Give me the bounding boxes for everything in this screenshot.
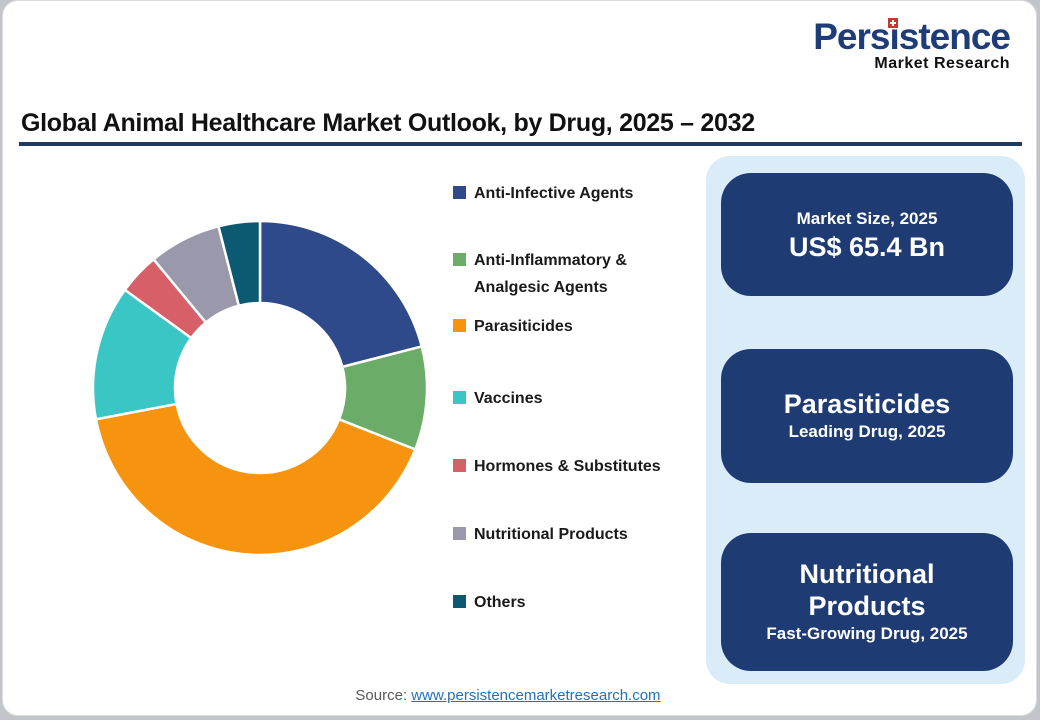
legend-item: Hormones & Substitutes [453,453,661,480]
donut-chart-svg [91,219,429,557]
brand-logo: Persistence Market Research [813,16,1011,73]
legend-label: Parasiticides [474,318,573,335]
source-line: Source: www.persistencemarketresearch.co… [3,687,1013,704]
donut-segment-0 [258,219,424,369]
title-underline [19,142,1022,146]
page-title: Global Animal Healthcare Market Outlook,… [21,109,755,137]
legend-item: Parasiticides [453,313,573,340]
leading-drug-card: Parasiticides Leading Drug, 2025 [721,349,1013,483]
donut-segment-6 [216,219,262,308]
highlights-panel: Market Size, 2025 US$ 65.4 Bn Parasitici… [706,156,1025,684]
market-size-label: Market Size, 2025 [796,208,938,228]
legend-swatch-icon [453,391,466,404]
legend-item: Nutritional Products [453,521,628,548]
legend-item: Anti-Infective Agents [453,180,633,207]
fast-growing-drug-card: Nutritional Products Fast-Growing Drug, … [721,533,1013,671]
legend-item: Vaccines [453,385,543,412]
legend-label: Vaccines [474,390,543,407]
logo-tagline: Market Research [874,55,1010,72]
legend-label: Nutritional Products [474,526,628,543]
source-link[interactable]: www.persistencemarketresearch.com [411,687,661,704]
leading-drug-label: Leading Drug, 2025 [788,422,946,441]
legend-swatch-icon [453,319,466,332]
donut-chart [75,203,445,573]
fast-growing-drug-name: Nutritional Products [799,559,935,621]
source-label: Source: [355,687,412,704]
market-size-value: US$ 65.4 Bn [788,231,946,262]
fast-growing-drug-label: Fast-Growing Drug, 2025 [766,624,968,643]
legend-swatch-icon [453,186,466,199]
legend-label: Anti-Inflammatory & Analgesic Agents [474,252,627,296]
market-size-card: Market Size, 2025 US$ 65.4 Bn [721,173,1013,296]
legend-swatch-icon [453,595,466,608]
logo-wordmark: Persistence [813,16,1011,57]
legend-label: Anti-Infective Agents [474,185,634,202]
legend-label: Others [474,594,526,611]
logo-dot-icon: i [889,16,899,57]
legend-item: Anti-Inflammatory & Analgesic Agents [453,247,627,301]
legend-swatch-icon [453,253,466,266]
legend-item: Others [453,589,526,616]
legend-swatch-icon [453,459,466,472]
donut-segment-2 [94,402,417,557]
legend-swatch-icon [453,527,466,540]
legend-label: Hormones & Substitutes [474,458,661,475]
leading-drug-name: Parasiticides [783,389,951,419]
chart-legend: Anti-Infective Agents Anti-Inflammatory &… [453,1,708,715]
